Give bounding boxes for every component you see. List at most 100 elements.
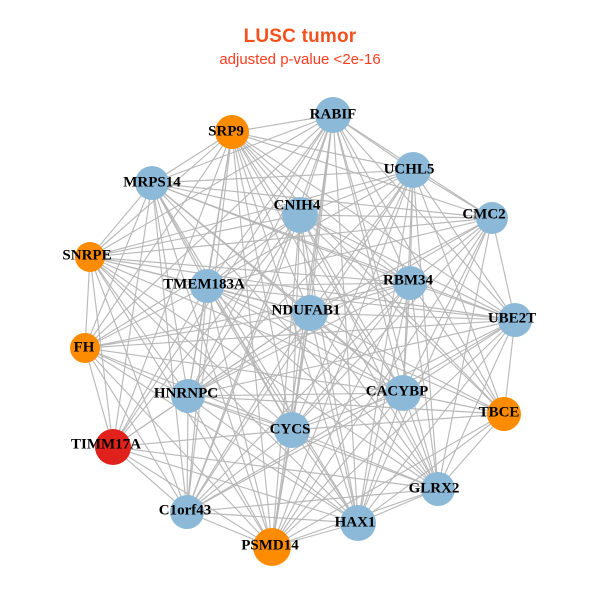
graph-edge xyxy=(206,285,404,394)
graph-edge xyxy=(409,217,493,284)
graph-edge xyxy=(357,392,404,524)
graph-node-label-glrx2: GLRX2 xyxy=(409,480,460,496)
graph-edge xyxy=(89,217,493,258)
graph-edge xyxy=(357,217,493,524)
graph-edge xyxy=(84,347,189,397)
graph-node-label-c1orf43: C1orf43 xyxy=(159,502,212,518)
graph-edge xyxy=(84,282,411,349)
graph-node-label-snrpe: SNRPE xyxy=(62,247,111,263)
graph-node-tbce[interactable] xyxy=(487,397,521,431)
graph-node-label-tmem183a: TMEM183A xyxy=(163,276,245,292)
graph-edge xyxy=(151,182,273,548)
graph-node-cnih4[interactable] xyxy=(282,197,318,233)
graph-node-mrps14[interactable] xyxy=(135,166,169,200)
graph-edge xyxy=(231,131,516,321)
graph-node-tmem183a[interactable] xyxy=(190,269,224,303)
graph-edge xyxy=(187,214,301,397)
graph-node-cacybp[interactable] xyxy=(385,375,421,411)
graph-edge xyxy=(332,114,505,415)
graph-edge xyxy=(309,312,439,490)
graph-node-label-psmd14: PSMD14 xyxy=(241,537,299,553)
graph-edge xyxy=(291,429,359,524)
graph-edge xyxy=(89,169,414,258)
graph-edge xyxy=(186,488,439,513)
graph-edge xyxy=(357,413,505,524)
graph-node-snrpe[interactable] xyxy=(75,242,105,272)
graph-edge xyxy=(231,131,293,431)
graph-edge xyxy=(112,214,301,448)
graph-edge xyxy=(402,319,516,394)
graph-edge xyxy=(89,256,516,321)
graph-edge xyxy=(271,413,505,548)
graph-edge xyxy=(112,446,439,490)
graph-edge xyxy=(187,395,293,431)
graph-edge xyxy=(231,131,414,171)
graph-node-label-fh: FH xyxy=(74,339,95,355)
graph-node-srp9[interactable] xyxy=(215,115,249,149)
graph-edge xyxy=(187,395,359,524)
graph-edge xyxy=(151,182,404,394)
graph-edge xyxy=(206,217,493,287)
graph-node-cycs[interactable] xyxy=(274,412,310,448)
graph-edge xyxy=(309,312,404,394)
graph-edge xyxy=(206,285,516,321)
chart-title-block: LUSC tumor adjusted p-value <2e-16 xyxy=(0,0,600,70)
graph-node-psmd14[interactable] xyxy=(253,528,291,566)
graph-edge xyxy=(491,217,516,321)
graph-node-fh[interactable] xyxy=(70,333,100,363)
graph-node-rbm34[interactable] xyxy=(393,266,427,300)
graph-edge xyxy=(186,131,233,513)
graph-edge xyxy=(84,347,359,524)
graph-node-uchl5[interactable] xyxy=(395,152,431,188)
graph-edge xyxy=(231,131,359,524)
graph-edge xyxy=(112,446,359,524)
graph-node-timm17a[interactable] xyxy=(95,429,131,465)
graph-edge xyxy=(291,413,505,431)
graph-edge xyxy=(89,256,293,431)
graph-edge xyxy=(206,214,301,287)
graph-edge xyxy=(299,214,493,219)
graph-edge xyxy=(84,256,91,349)
graph-edge xyxy=(84,347,273,548)
graph-node-label-cacybp: CACYBP xyxy=(366,383,429,399)
graph-edge xyxy=(291,282,411,431)
graph-edge xyxy=(89,256,359,524)
graph-node-label-timm17a: TIMM17A xyxy=(71,436,141,452)
node-layer xyxy=(70,97,532,566)
graph-node-label-ndufab1: NDUFAB1 xyxy=(272,302,341,318)
graph-node-label-rbm34: RBM34 xyxy=(383,272,433,288)
graph-edge xyxy=(271,217,493,548)
graph-edge xyxy=(309,217,493,314)
graph-node-cmc2[interactable] xyxy=(476,202,508,234)
graph-edge xyxy=(186,511,359,524)
graph-edge xyxy=(187,392,404,397)
graph-edge xyxy=(299,214,411,284)
graph-node-ndufab1[interactable] xyxy=(292,295,328,331)
graph-edge xyxy=(151,182,516,321)
graph-edge xyxy=(206,114,334,287)
graph-edge xyxy=(309,169,414,314)
graph-node-hnrnpc[interactable] xyxy=(171,379,205,413)
graph-edge xyxy=(186,429,293,513)
graph-edge xyxy=(437,217,493,490)
graph-edge xyxy=(187,395,505,415)
graph-edge xyxy=(187,319,516,397)
graph-edge xyxy=(89,256,411,284)
graph-edge xyxy=(299,214,505,415)
graph-node-ube2t[interactable] xyxy=(498,303,532,337)
graph-edge xyxy=(84,347,188,513)
graph-node-label-ube2t: UBE2T xyxy=(488,310,536,326)
graph-edge xyxy=(89,256,189,397)
graph-edge xyxy=(291,319,516,431)
graph-node-c1orf43[interactable] xyxy=(170,495,204,529)
graph-edge xyxy=(271,392,404,548)
graph-node-hax1[interactable] xyxy=(340,505,376,541)
graph-node-label-cycs: CYCS xyxy=(270,421,311,437)
graph-node-glrx2[interactable] xyxy=(421,472,455,506)
graph-edge xyxy=(206,285,439,490)
graph-edge xyxy=(357,169,414,524)
graph-node-rabif[interactable] xyxy=(315,97,351,133)
graph-edge xyxy=(437,319,516,490)
graph-edge xyxy=(84,285,208,349)
